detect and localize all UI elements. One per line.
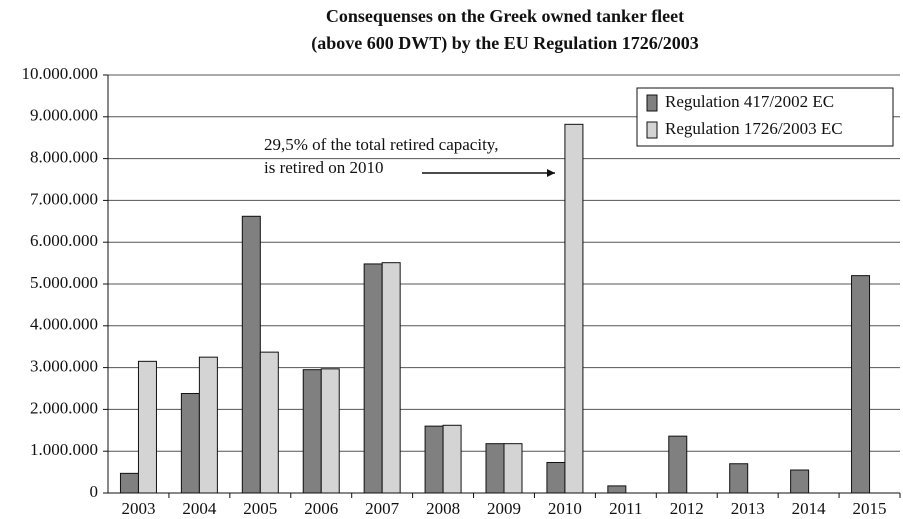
x-tick-label: 2014 (792, 499, 827, 518)
x-tick-label: 2012 (670, 499, 704, 518)
y-tick-label: 7.000.000 (30, 189, 98, 208)
bar (424, 425, 444, 494)
y-tick-label: 1.000.000 (30, 440, 98, 459)
annotation: 29,5% of the total retired capacity, (264, 135, 498, 154)
y-tick-label: 5.000.000 (30, 273, 98, 292)
bar (485, 443, 505, 494)
x-tick-label: 2011 (609, 499, 642, 518)
bar (668, 435, 688, 494)
x-tick-label: 2008 (426, 499, 460, 518)
y-tick-label: 2.000.000 (30, 398, 98, 417)
y-tick-label: 9.000.000 (30, 106, 98, 125)
bar (564, 123, 584, 494)
y-tick-label: 6.000.000 (30, 231, 98, 250)
y-tick-label: 10.000.000 (22, 64, 99, 83)
annotation: is retired on 2010 (264, 158, 383, 177)
chart-title: Consequenses on the Greek owned tanker f… (326, 6, 684, 26)
bar (180, 393, 200, 494)
chart-title: (above 600 DWT) by the EU Regulation 172… (311, 33, 699, 54)
legend-swatch (646, 94, 658, 112)
bar (302, 369, 322, 494)
y-tick-label: 3.000.000 (30, 357, 98, 376)
x-tick-label: 2009 (487, 499, 521, 518)
bar (381, 262, 401, 494)
x-tick-label: 2006 (304, 499, 338, 518)
bar (503, 443, 523, 494)
bar (729, 463, 749, 494)
bar (137, 360, 157, 494)
bar (607, 485, 627, 494)
bar (198, 356, 218, 494)
x-tick-label: 2015 (853, 499, 887, 518)
bar (119, 472, 139, 494)
x-tick-label: 2010 (548, 499, 582, 518)
bar (363, 263, 383, 494)
y-tick-label: 0 (90, 482, 99, 501)
legend-swatch (646, 121, 658, 139)
bar (546, 461, 566, 494)
y-tick-label: 4.000.000 (30, 315, 98, 334)
bar (442, 424, 462, 494)
x-tick-label: 2007 (365, 499, 400, 518)
bar (241, 215, 261, 494)
bar (259, 351, 279, 494)
x-tick-label: 2005 (243, 499, 277, 518)
legend-box (636, 87, 894, 147)
x-tick-label: 2004 (182, 499, 217, 518)
legend-label: Regulation 1726/2003 EC (665, 119, 843, 138)
legend-label: Regulation 417/2002 EC (665, 92, 834, 111)
x-tick-label: 2013 (731, 499, 765, 518)
bar (851, 275, 871, 494)
bar (790, 469, 810, 494)
bar (320, 368, 340, 494)
y-tick-label: 8.000.000 (30, 148, 98, 167)
x-tick-label: 2003 (121, 499, 155, 518)
